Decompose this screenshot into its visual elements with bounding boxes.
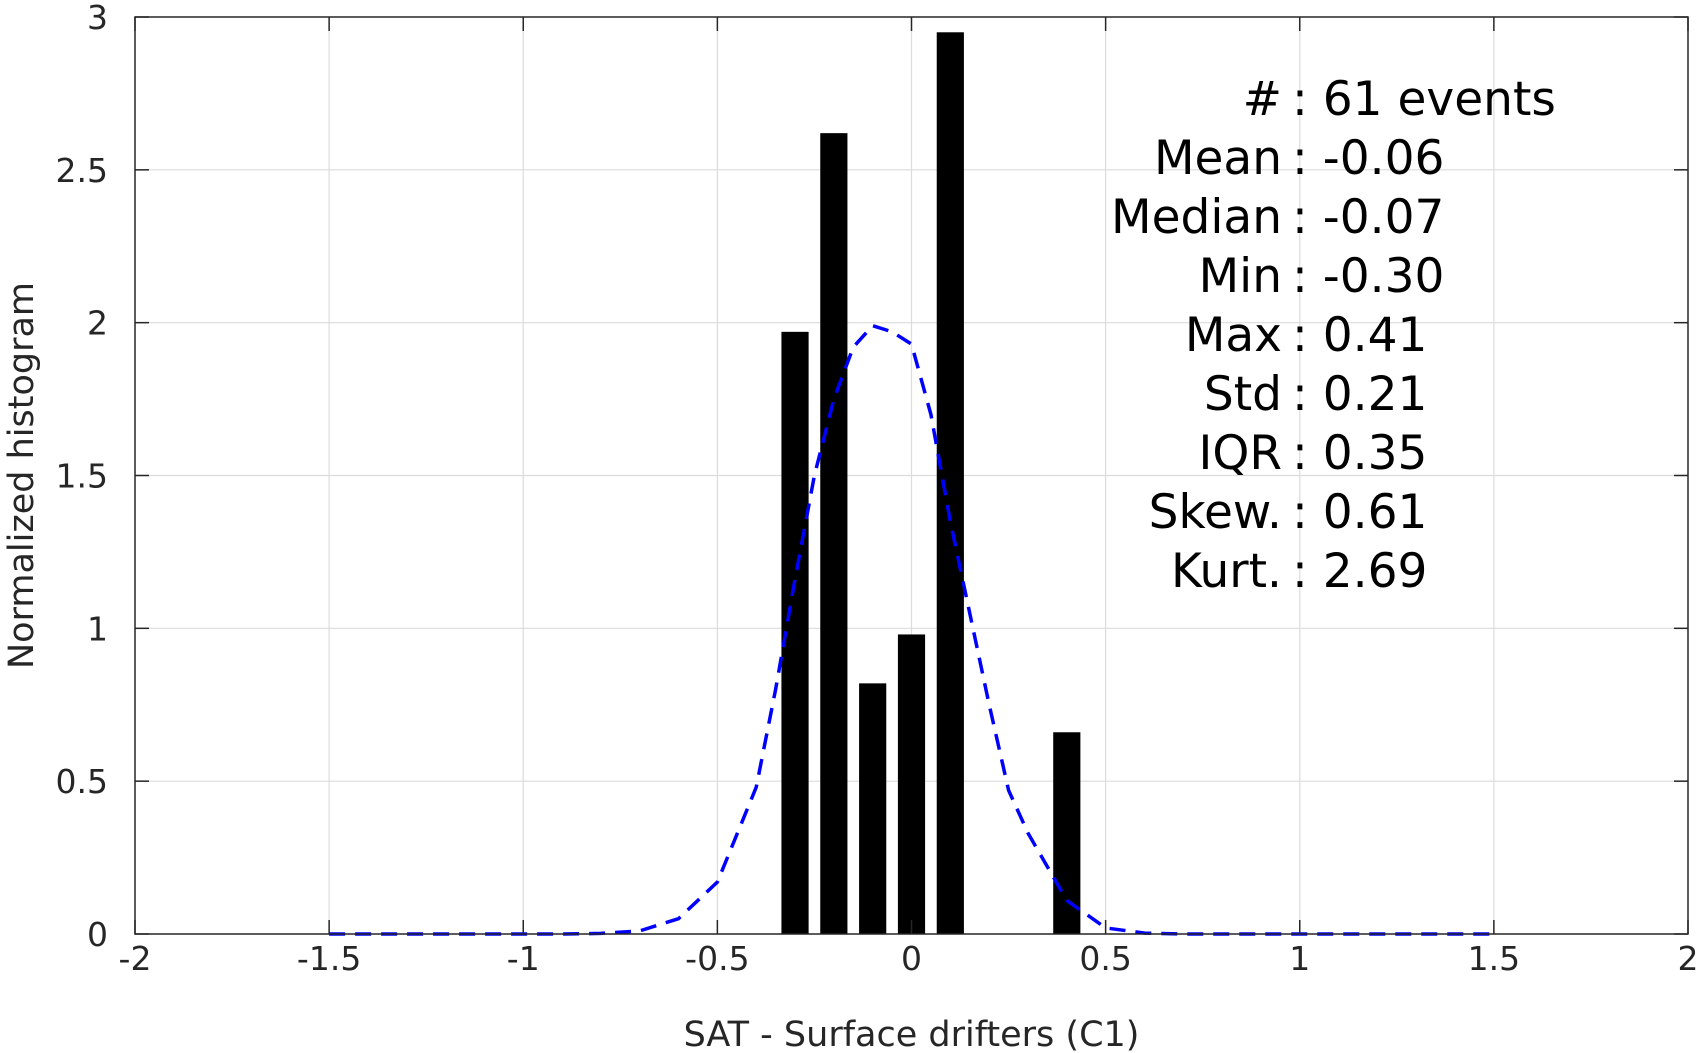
stat-label-8: Kurt. [1171, 544, 1282, 599]
x-tick-label-3: -0.5 [685, 939, 749, 978]
x-axis-label: SAT - Surface drifters (C1) [684, 1015, 1140, 1053]
ticks [134, 16, 1689, 935]
stat-value-5: : 0.21 [1292, 367, 1427, 422]
x-tick-label-4: 0 [901, 939, 922, 978]
y-tick-label-4: 2 [87, 304, 108, 343]
y-tick-label-1: 0.5 [56, 762, 108, 801]
x-tick-label-1: -1.5 [297, 939, 361, 978]
stat-value-2: : -0.07 [1292, 190, 1444, 245]
stat-value-0: : 61 events [1292, 72, 1556, 127]
y-tick-label-2: 1 [87, 609, 108, 648]
y-tick-labels: 0 0.5 1 1.5 2 2.5 3 [56, 0, 108, 954]
stat-label-6: IQR [1198, 426, 1282, 481]
stat-value-8: : 2.69 [1292, 544, 1427, 599]
y-tick-label-3: 1.5 [56, 457, 108, 496]
bars [781, 32, 1081, 935]
x-tick-label-7: 1.5 [1468, 939, 1520, 978]
x-tick-label-8: 2 [1678, 939, 1699, 978]
stat-value-6: : 0.35 [1292, 426, 1427, 481]
x-tick-label-5: 0.5 [1079, 939, 1131, 978]
stat-value-7: : 0.61 [1292, 485, 1427, 540]
x-tick-label-0: -2 [119, 939, 152, 978]
grid [135, 17, 1688, 934]
stat-label-3: Min [1199, 249, 1282, 304]
bar-4 [936, 32, 964, 935]
x-tick-labels: -2 -1.5 -1 -0.5 0 0.5 1 1.5 2 [119, 939, 1699, 978]
y-tick-label-0: 0 [87, 915, 108, 954]
bar-1 [820, 133, 848, 935]
x-tick-label-6: 1 [1289, 939, 1310, 978]
stat-label-7: Skew. [1149, 485, 1282, 540]
stat-label-0: # [1243, 72, 1282, 127]
y-tick-label-6: 3 [87, 0, 108, 37]
bar-2 [859, 683, 887, 934]
stat-value-1: : -0.06 [1292, 131, 1444, 186]
stat-value-3: : -0.30 [1292, 249, 1444, 304]
x-tick-label-2: -1 [507, 939, 540, 978]
stat-label-5: Std [1204, 367, 1282, 422]
y-tick-label-5: 2.5 [56, 151, 108, 190]
stat-value-4: : 0.41 [1292, 308, 1427, 363]
bar-5 [1053, 732, 1081, 934]
y-axis-label: Normalized histogram [2, 282, 42, 669]
stat-label-4: Max [1185, 308, 1282, 363]
bar-3 [897, 634, 926, 934]
stat-label-1: Mean [1154, 131, 1282, 186]
stat-label-2: Median [1111, 190, 1282, 245]
